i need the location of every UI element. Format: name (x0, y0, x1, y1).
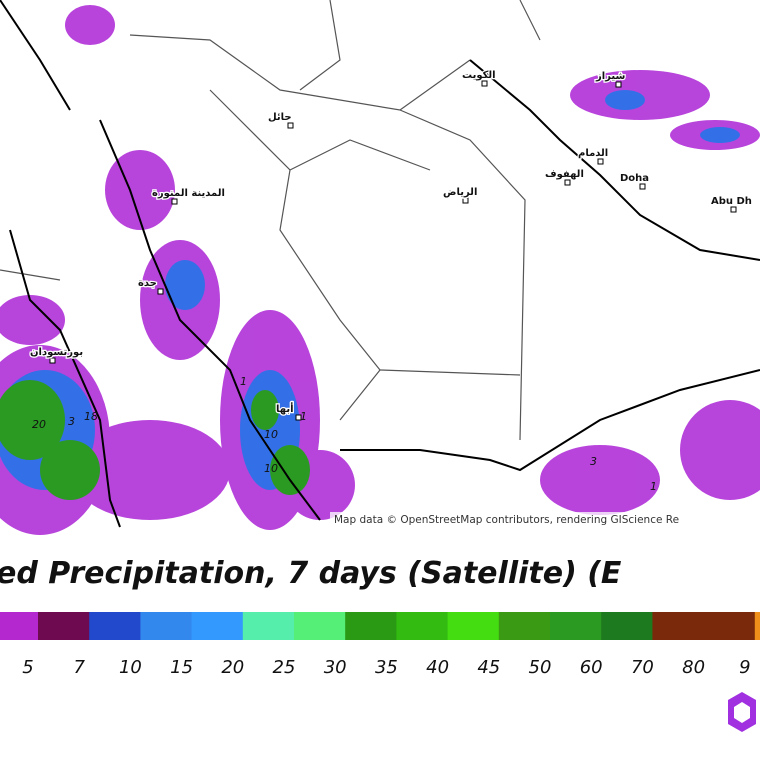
colorbar-label: 80 (682, 657, 705, 678)
colorbar-segment (754, 612, 760, 640)
colorbar-label: 70 (631, 657, 654, 678)
colorbar-segment (447, 612, 500, 640)
city-marker (564, 179, 571, 186)
contour-label: 18 (84, 410, 98, 423)
colorbar-segment (498, 612, 551, 640)
map-label: Abu Dh (711, 196, 752, 207)
map-label: المدينة المنورة (152, 188, 225, 199)
colorbar-label: 25 (273, 657, 296, 678)
contour-label: 3 (68, 415, 75, 428)
map-label: بورتسودان (30, 347, 83, 358)
colorbar-segment (140, 612, 193, 640)
colorbar-segment (242, 612, 295, 640)
colorbar-label: 7 (73, 657, 85, 678)
attribution-bg (330, 512, 760, 527)
map-label: شيراز (595, 71, 625, 82)
colorbar-label: 35 (375, 657, 398, 678)
logo (728, 692, 756, 732)
map-label: الدمام (578, 148, 608, 159)
colorbar-label: 10 (119, 657, 142, 678)
contour-label: 20 (32, 418, 46, 431)
city-marker (49, 357, 56, 364)
colorbar-segment (345, 612, 397, 640)
city-marker (730, 206, 737, 213)
city-marker (287, 122, 294, 129)
colorbar-label: 20 (221, 657, 244, 678)
colorbar-label: 45 (477, 657, 500, 678)
city-marker (157, 288, 164, 295)
map-label: الكويت (462, 70, 496, 81)
colorbar-segment (191, 612, 244, 640)
title: ed Precipitation, 7 days (Satellite) (E (0, 556, 622, 591)
city-marker (295, 414, 302, 421)
colorbar-segment (89, 612, 141, 640)
city-marker (171, 198, 178, 205)
colorbar-label: 15 (170, 657, 193, 678)
colorbar-label: 50 (529, 657, 552, 678)
map-label: أبها (276, 402, 294, 415)
colorbar-label: 60 (580, 657, 603, 678)
colorbar-label: 40 (426, 657, 449, 678)
colorbar-segment (0, 612, 39, 640)
coastlines (0, 0, 760, 528)
colorbar-label: 5 (22, 657, 33, 678)
contour-label: 3 (590, 455, 597, 468)
map-label: الهفوف (545, 169, 584, 180)
colorbar-segment (652, 612, 705, 640)
colorbar-segment (38, 612, 90, 640)
city-marker (462, 197, 469, 204)
borders (0, 0, 541, 441)
city-marker (597, 158, 604, 165)
map-label: Doha (620, 173, 649, 184)
city-marker (481, 80, 488, 87)
colorbar-segment (550, 612, 602, 640)
map-label: الرياض (443, 187, 477, 198)
colorbar: 5 7 10 15 20 25 30 35 40 45 50 60 70 80 9 (0, 612, 760, 678)
colorbar-label: 30 (324, 657, 347, 678)
city-marker (615, 81, 622, 88)
contour-label: 1 (240, 375, 247, 388)
city-marker (639, 183, 646, 190)
colorbar-segment (396, 612, 449, 640)
map-label: جدة (138, 278, 157, 289)
colorbar-segment (294, 612, 346, 640)
contour-label: 1 (650, 480, 657, 493)
colorbar-label: 9 (739, 657, 750, 678)
contour-label: 10 (264, 428, 278, 441)
attribution: Map data © OpenStreetMap contributors, r… (334, 514, 679, 526)
precip-green (0, 380, 310, 500)
colorbar-segment (703, 612, 756, 640)
contour-label: 1 (300, 410, 307, 423)
colorbar-segment (601, 612, 653, 640)
map-label: حائل (268, 112, 292, 123)
contour-label: 10 (264, 462, 278, 475)
